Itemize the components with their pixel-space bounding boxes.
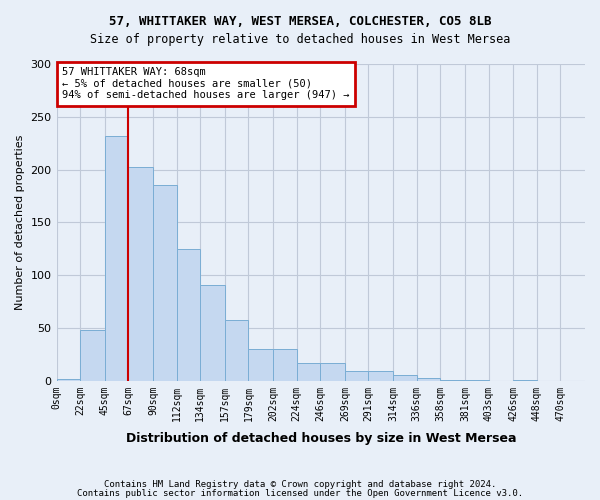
Text: 57 WHITTAKER WAY: 68sqm
← 5% of detached houses are smaller (50)
94% of semi-det: 57 WHITTAKER WAY: 68sqm ← 5% of detached… — [62, 67, 349, 100]
Bar — [128, 168, 153, 381]
Bar — [320, 363, 345, 381]
Bar — [345, 372, 368, 381]
Bar — [417, 378, 440, 381]
Text: 57, WHITTAKER WAY, WEST MERSEA, COLCHESTER, CO5 8LB: 57, WHITTAKER WAY, WEST MERSEA, COLCHEST… — [109, 15, 491, 28]
Y-axis label: Number of detached properties: Number of detached properties — [15, 134, 25, 310]
Bar — [80, 330, 105, 381]
Text: Contains public sector information licensed under the Open Government Licence v3: Contains public sector information licen… — [77, 488, 523, 498]
Bar — [296, 363, 320, 381]
Text: Size of property relative to detached houses in West Mersea: Size of property relative to detached ho… — [90, 32, 510, 46]
X-axis label: Distribution of detached houses by size in West Mersea: Distribution of detached houses by size … — [125, 432, 516, 445]
Bar — [273, 349, 296, 381]
Bar — [368, 372, 393, 381]
Bar — [513, 380, 537, 381]
Bar — [176, 249, 200, 381]
Bar — [225, 320, 248, 381]
Bar — [393, 376, 417, 381]
Bar — [200, 284, 225, 381]
Bar — [105, 136, 128, 381]
Bar — [56, 378, 80, 381]
Bar — [440, 380, 465, 381]
Bar — [465, 380, 488, 381]
Bar — [153, 186, 176, 381]
Bar — [248, 349, 273, 381]
Text: Contains HM Land Registry data © Crown copyright and database right 2024.: Contains HM Land Registry data © Crown c… — [104, 480, 496, 489]
